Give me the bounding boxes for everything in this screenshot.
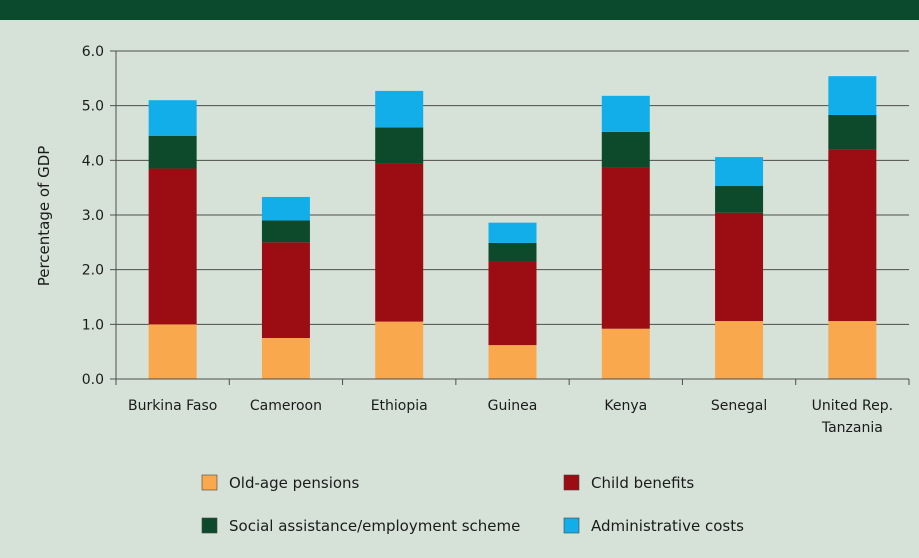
- legend-label: Child benefits: [591, 474, 694, 492]
- x-tick-label: Ethiopia: [371, 398, 428, 414]
- header-bar: [0, 0, 919, 20]
- bar-segment-child-benefits: [715, 212, 764, 322]
- x-tick-label: Guinea: [488, 398, 538, 414]
- bar-segment-administrative-costs: [488, 222, 537, 243]
- axis-layer: 0.0 1.0 2.0 3.0 4.0 5.0 6.0 Burkina Faso Cameroo…: [82, 44, 910, 436]
- bar-segment-administrative-costs: [828, 76, 877, 115]
- y-tick-label: 4.0: [82, 153, 104, 169]
- legend: Old-age pensions Child benefits Social ass…: [201, 474, 744, 535]
- bar-segment-child-benefits: [828, 149, 877, 322]
- x-tick-label: Kenya: [604, 398, 647, 414]
- bar-segment-social-assistance-employment-scheme: [488, 242, 537, 262]
- bar-segment-child-benefits: [488, 261, 537, 346]
- bars-layer: [148, 76, 877, 379]
- legend-label: Social assistance/employment scheme: [229, 517, 520, 535]
- y-tick-label: 6.0: [82, 44, 104, 60]
- x-tick-label: United Rep. Tanzania: [812, 398, 894, 436]
- bar-segment-old-age-pensions: [375, 321, 424, 379]
- y-tick-label: 5.0: [82, 99, 104, 115]
- bar-segment-social-assistance-employment-scheme: [828, 114, 877, 150]
- y-axis-title: Percentage of GDP: [35, 146, 53, 287]
- y-tick-label: 0.0: [82, 372, 104, 388]
- bar-segment-old-age-pensions: [261, 338, 310, 379]
- x-tick-label: Cameroon: [250, 398, 322, 414]
- bar-segment-social-assistance-employment-scheme: [715, 186, 764, 213]
- legend-label: Old-age pensions: [229, 474, 360, 492]
- y-tick-label: 3.0: [82, 208, 104, 224]
- bar-segment-administrative-costs: [715, 157, 764, 187]
- legend-swatch: [563, 474, 580, 491]
- x-tick-label: Burkina Faso: [128, 398, 217, 414]
- bar-segment-old-age-pensions: [715, 321, 764, 379]
- bar-segment-administrative-costs: [261, 196, 310, 221]
- bar-segment-administrative-costs: [601, 95, 650, 132]
- bar-segment-social-assistance-employment-scheme: [148, 135, 197, 169]
- bar-segment-administrative-costs: [148, 100, 197, 136]
- bar-segment-old-age-pensions: [601, 328, 650, 379]
- bar-segment-administrative-costs: [375, 90, 424, 128]
- bar-segment-child-benefits: [261, 242, 310, 338]
- y-tick-label: 2.0: [82, 263, 104, 279]
- bar-segment-old-age-pensions: [828, 321, 877, 379]
- bar-segment-social-assistance-employment-scheme: [375, 127, 424, 164]
- bar-segment-social-assistance-employment-scheme: [261, 220, 310, 243]
- bar-segment-old-age-pensions: [148, 324, 197, 379]
- legend-label: Administrative costs: [591, 517, 744, 535]
- legend-swatch: [201, 474, 218, 491]
- x-tick-label: Senegal: [711, 398, 767, 414]
- bar-segment-child-benefits: [601, 167, 650, 329]
- legend-swatch: [563, 517, 580, 534]
- y-tick-label: 1.0: [82, 317, 104, 333]
- legend-swatch: [201, 517, 218, 534]
- bar-segment-child-benefits: [375, 163, 424, 322]
- bar-segment-child-benefits: [148, 168, 197, 325]
- bar-segment-social-assistance-employment-scheme: [601, 131, 650, 168]
- bar-segment-old-age-pensions: [488, 345, 537, 379]
